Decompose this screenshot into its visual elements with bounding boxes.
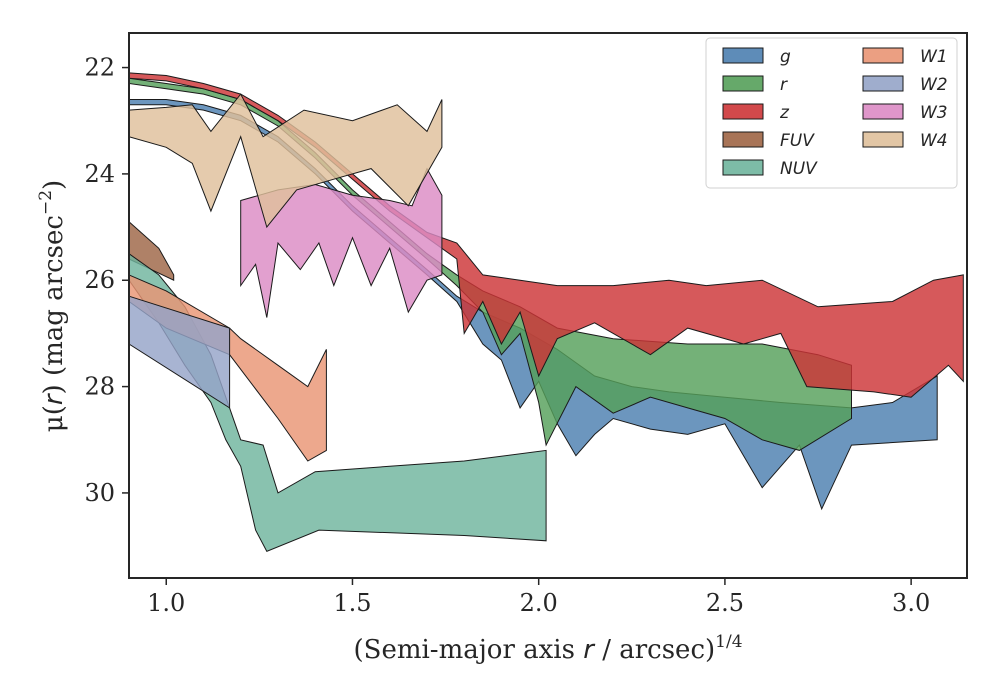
y-axis-label-italic: r: [39, 392, 69, 405]
y-axis-label-part: μ(: [39, 405, 69, 432]
legend-label-r: r: [780, 75, 788, 95]
x-axis-label-part: (Semi-major axis: [353, 635, 583, 665]
legend-swatch-g: [722, 47, 764, 64]
legend-swatch-fuv: [722, 131, 764, 148]
x-tick-label: 2.0: [520, 589, 558, 617]
legend-swatch-z: [722, 103, 764, 120]
legend-swatch-w4: [862, 131, 904, 148]
legend-swatch-nuv: [722, 159, 764, 176]
profile-bands: [128, 72, 964, 553]
y-axis-label-part: ) (mag arcsec: [39, 215, 69, 394]
y-axis: 22 24 26 28 30: [84, 54, 129, 507]
y-tick-label: 30: [84, 479, 115, 507]
x-axis-label-part: / arcsec): [594, 635, 715, 665]
y-axis-label-superscript: −2: [36, 190, 56, 215]
legend: grz FUV NUV W1 W2 W3 W4: [705, 37, 958, 189]
x-axis-label-superscript: 1/4: [715, 632, 742, 652]
x-tick-label: 1.5: [333, 589, 371, 617]
x-axis: 1.0 1.5 2.0 2.5 3.0: [147, 578, 930, 617]
band-w3: [240, 167, 443, 318]
legend-label-w3: W3: [920, 103, 948, 123]
legend-swatch-w2: [862, 75, 904, 92]
y-axis-label: μ(r) (mag arcsec−2): [36, 180, 69, 432]
x-tick-label: 1.0: [147, 589, 185, 617]
band-w2: [128, 295, 231, 409]
legend-label-w2: W2: [920, 75, 948, 95]
legend-swatch-w3: [862, 103, 904, 120]
x-axis-label-italic: r: [583, 635, 596, 665]
legend-label-g: g: [780, 47, 791, 67]
y-tick-label: 22: [84, 54, 115, 82]
band-w4: [128, 93, 443, 229]
x-tick-label: 2.5: [706, 589, 744, 617]
x-tick-label: 3.0: [892, 589, 930, 617]
legend-label-fuv: FUV: [780, 131, 815, 151]
legend-label-z: z: [779, 103, 790, 123]
y-axis-label-close: ): [39, 180, 69, 190]
y-tick-label: 24: [84, 160, 115, 188]
y-tick-label: 26: [84, 266, 115, 294]
x-axis-label: (Semi-major axis r / arcsec)1/4: [353, 632, 742, 665]
y-tick-label: 28: [84, 373, 115, 401]
legend-swatch-w1: [862, 47, 904, 64]
legend-swatch-r: [722, 75, 764, 92]
legend-label-w4: W4: [920, 131, 948, 151]
legend-label-w1: W1: [920, 47, 948, 67]
legend-label-nuv: NUV: [780, 159, 818, 179]
plot-frame: [128, 32, 968, 579]
